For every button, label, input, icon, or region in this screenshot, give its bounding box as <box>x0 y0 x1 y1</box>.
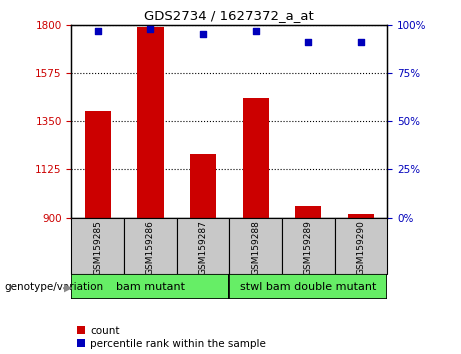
Bar <box>71 218 124 274</box>
Point <box>94 28 101 33</box>
Bar <box>190 154 216 218</box>
Point <box>305 39 312 45</box>
Point <box>199 32 207 37</box>
Text: GSM159288: GSM159288 <box>251 221 260 275</box>
Bar <box>282 218 335 274</box>
Text: stwl bam double mutant: stwl bam double mutant <box>240 282 377 292</box>
Bar <box>335 218 387 274</box>
Text: GSM159289: GSM159289 <box>304 221 313 275</box>
Point <box>357 39 365 45</box>
Text: GSM159290: GSM159290 <box>356 221 366 275</box>
Bar <box>229 274 387 299</box>
Text: genotype/variation: genotype/variation <box>5 282 104 292</box>
Bar <box>177 218 229 274</box>
Bar <box>71 274 229 299</box>
Text: GSM159287: GSM159287 <box>199 221 207 275</box>
Legend: count, percentile rank within the sample: count, percentile rank within the sample <box>77 326 266 349</box>
Text: GSM159286: GSM159286 <box>146 221 155 275</box>
Bar <box>348 215 374 218</box>
Text: ▶: ▶ <box>64 282 72 292</box>
Bar <box>85 110 111 218</box>
Point <box>252 28 260 33</box>
Text: GSM159285: GSM159285 <box>93 221 102 275</box>
Title: GDS2734 / 1627372_a_at: GDS2734 / 1627372_a_at <box>144 9 314 22</box>
Bar <box>242 98 269 218</box>
Bar <box>137 27 164 218</box>
Point <box>147 26 154 32</box>
Bar <box>124 218 177 274</box>
Bar <box>229 218 282 274</box>
Bar <box>295 206 321 218</box>
Text: bam mutant: bam mutant <box>116 282 185 292</box>
